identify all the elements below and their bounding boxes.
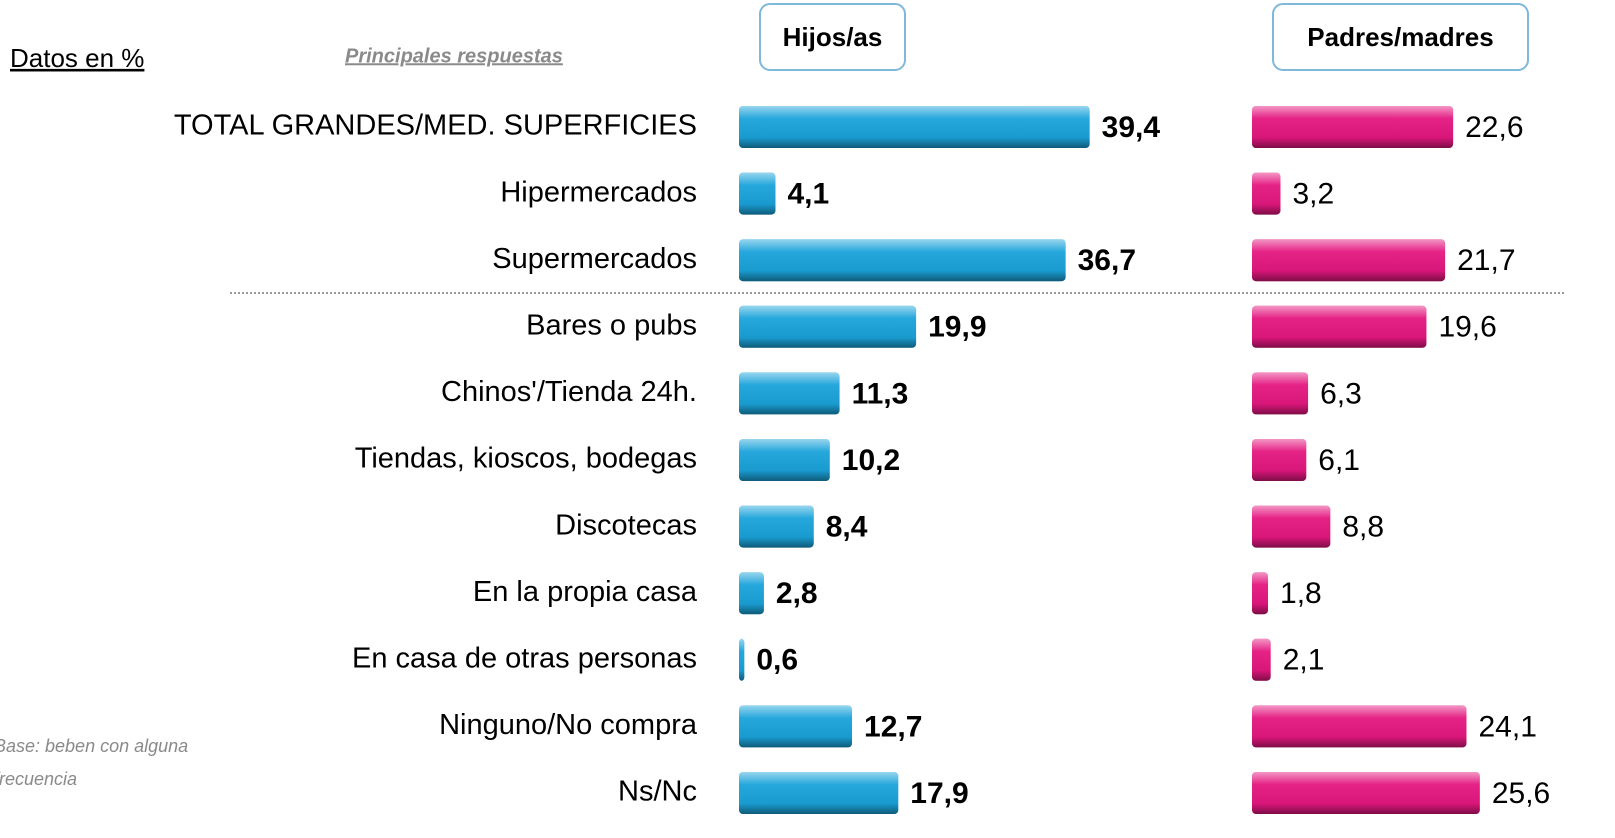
bar-shine [1252, 772, 1480, 814]
value-label: 36,7 [1078, 244, 1136, 277]
note: Base: beben con alguna frecuencia [0, 736, 189, 789]
value-label: 17,9 [910, 777, 968, 810]
value-label: 6,3 [1320, 377, 1362, 410]
value-label: 3,2 [1292, 178, 1334, 211]
category-label: Ns/Nc [618, 776, 697, 808]
category-label: Chinos'/Tienda 24h. [441, 376, 697, 408]
bar-shine [739, 638, 745, 681]
bar-shine [1252, 239, 1446, 282]
value-label: 24,1 [1478, 710, 1536, 743]
value-label: 22,6 [1465, 111, 1523, 144]
bar-shine [739, 372, 840, 415]
category-label: Bares o pubs [526, 309, 697, 341]
value-label: 21,7 [1457, 244, 1515, 277]
bar-shine [739, 106, 1090, 148]
subtitle: Principales respuestas [345, 45, 563, 67]
bar-shine [739, 172, 776, 215]
bar-shine [1252, 638, 1271, 681]
bar-shine [1252, 372, 1309, 415]
category-label: Ninguno/No compra [439, 709, 698, 741]
value-label: 8,4 [826, 511, 868, 544]
bar-shine [1252, 572, 1269, 615]
value-label: 10,2 [842, 444, 900, 477]
category-label: Tiendas, kioscos, bodegas [355, 443, 697, 475]
bar-shine [1252, 106, 1454, 148]
bar-shine [739, 572, 764, 615]
legend-box [759, 3, 906, 71]
value-label: 2,8 [776, 577, 818, 610]
value-label: 4,1 [787, 178, 829, 211]
value-label: 19,6 [1438, 311, 1496, 344]
value-label: 8,8 [1342, 511, 1384, 544]
bar-shine [739, 439, 830, 481]
value-label: 25,6 [1492, 777, 1550, 810]
legend-box [1272, 3, 1529, 71]
category-label: TOTAL GRANDES/MED. SUPERFICIES [174, 110, 697, 142]
category-label: Discotecas [555, 509, 697, 541]
bar-shine [739, 505, 814, 548]
bar-shine [1252, 172, 1281, 215]
bar-shine [739, 239, 1066, 282]
bar-shine [739, 305, 917, 348]
value-label: 19,9 [928, 311, 986, 344]
bar-shine [739, 705, 853, 748]
category-label: Supermercados [492, 243, 697, 275]
bar-shine [1252, 705, 1467, 748]
value-label: 6,1 [1318, 444, 1360, 477]
value-label: 2,1 [1283, 644, 1325, 677]
bar-shine [1252, 439, 1307, 481]
category-label: En la propia casa [473, 576, 698, 608]
legend-label: Hijos/as [783, 22, 883, 52]
value-label: 1,8 [1280, 577, 1322, 610]
category-label: Hipermercados [500, 176, 697, 208]
value-label: 12,7 [864, 710, 922, 743]
unit-label: Datos en % [10, 43, 144, 73]
bar-shine [1252, 305, 1427, 348]
legend-label: Padres/madres [1307, 22, 1493, 52]
category-label: En casa de otras personas [352, 642, 697, 674]
value-label: 39,4 [1102, 111, 1161, 144]
bar-shine [739, 772, 899, 814]
bar-shine [1252, 505, 1331, 548]
value-label: 11,3 [852, 377, 909, 410]
value-label: 0,6 [756, 644, 798, 677]
